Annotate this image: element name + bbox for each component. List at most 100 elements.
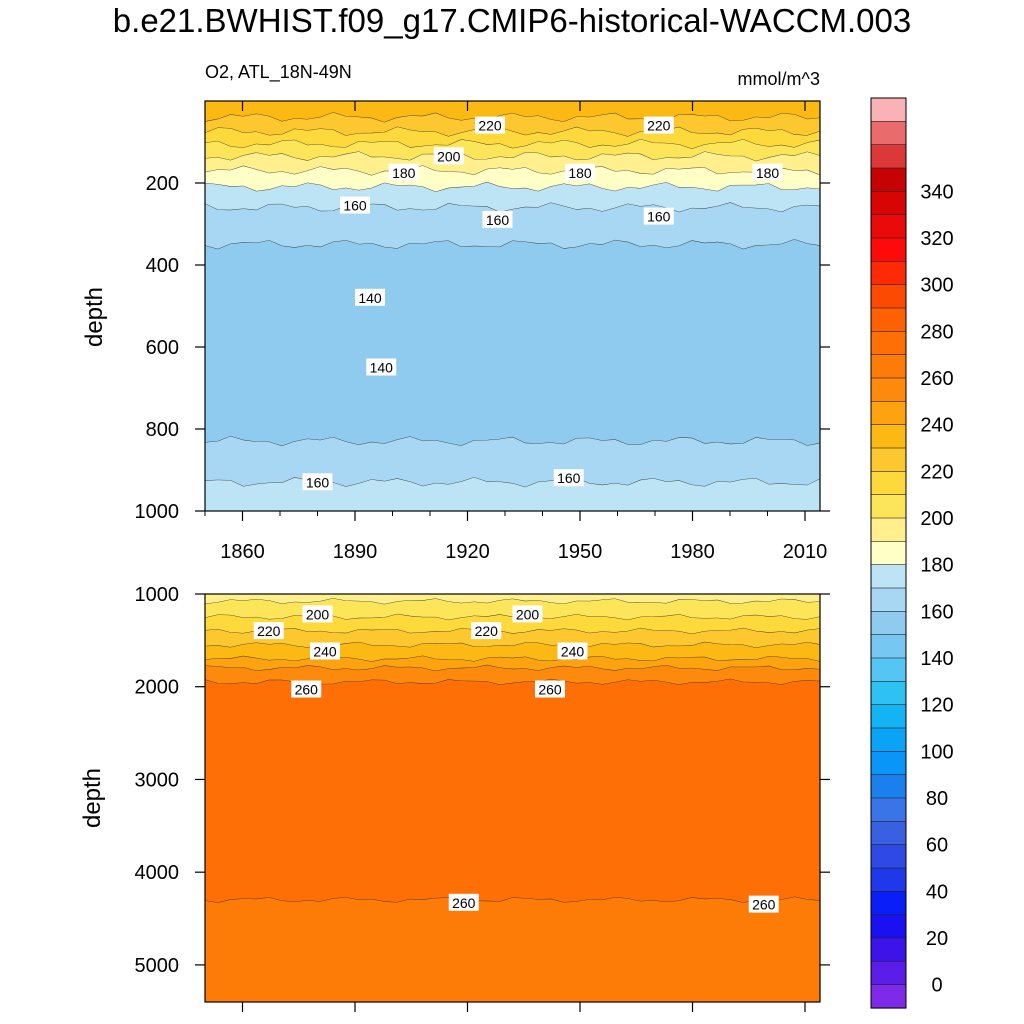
contour-label: 160: [306, 474, 330, 490]
colorbar: 0 20 40 60 80 100 120 140 160 180 200 220 240 260 280 3…: [870, 97, 954, 1009]
contour-label-box: [340, 196, 370, 214]
y-tick-label: 1000: [135, 584, 180, 606]
colorbar-label: 140: [920, 648, 953, 670]
contour-band-8: [205, 239, 820, 447]
colorbar-cell: [870, 494, 907, 519]
y-tick-label: 600: [146, 337, 179, 359]
contour-label-box: [388, 163, 419, 181]
colorbar-cell: [870, 704, 907, 729]
y-tick-label: 2000: [135, 677, 180, 699]
contour-band-3: [205, 139, 820, 162]
lower-panel: 200 200 220 220 240 240 260 260 260 260 1000 2000 30…: [135, 584, 830, 1012]
colorbar-cell: [870, 144, 907, 169]
colorbar-cell: [870, 634, 907, 659]
colorbar-cell: [870, 447, 907, 472]
colorbar-cell: [870, 984, 907, 1009]
contour-label: 220: [257, 623, 281, 639]
y-tick-label: 400: [146, 255, 179, 277]
contour-label-box: [471, 622, 502, 640]
colorbar-label: 240: [920, 415, 953, 437]
colorbar-label: 300: [920, 275, 953, 297]
x-tick-label: 1920: [445, 541, 490, 563]
colorbar-cell: [870, 867, 907, 892]
contour-label: 160: [343, 198, 367, 214]
upper-y-axis-title: depth: [81, 287, 108, 347]
contour-band-4: [205, 151, 820, 176]
colorbar-label: 100: [920, 741, 953, 763]
contour-label: 260: [452, 895, 476, 911]
colorbar-cell: [870, 657, 907, 682]
colorbar-label: 120: [920, 695, 953, 717]
contour-label-box: [302, 605, 333, 623]
colorbar-cell: [870, 121, 907, 146]
contour-label: 200: [306, 606, 330, 622]
colorbar-cell: [870, 517, 907, 542]
contour-label: 220: [478, 118, 502, 134]
contour-label: 160: [647, 209, 671, 225]
contour-label-box: [565, 163, 595, 181]
contour-label: 260: [295, 682, 319, 698]
colorbar-label: 320: [920, 228, 953, 250]
colorbar-cell: [870, 727, 907, 752]
contour-label: 200: [516, 606, 540, 622]
contour-band-5: [205, 656, 820, 672]
contour-label-box: [448, 893, 479, 911]
contour-label: 200: [437, 148, 461, 164]
contour-label: 180: [568, 165, 592, 181]
x-tick-label: 1890: [333, 541, 378, 563]
contour-band-1: [205, 112, 820, 137]
contour-band-4: [205, 642, 820, 662]
y-tick-label: 5000: [135, 955, 180, 977]
colorbar-cell: [870, 844, 907, 869]
contour-band-5: [205, 165, 820, 192]
figure-title: b.e21.BWHIST.f09_g17.CMIP6-historical-WA…: [112, 2, 912, 39]
colorbar-label: 40: [926, 881, 948, 903]
colorbar-cell: [870, 471, 907, 496]
contour-label: 180: [756, 165, 780, 181]
contour-label: 140: [358, 290, 382, 306]
contour-label: 260: [538, 682, 562, 698]
colorbar-cell: [870, 307, 907, 332]
panel-right-label: mmol/m^3: [738, 69, 820, 89]
colorbar-cell: [870, 284, 907, 309]
contour-label-box: [253, 622, 284, 640]
upper-panel: 220 220 200 180 180 180 160 160 160 140 140 160 160 1…: [135, 100, 830, 563]
colorbar-label: 80: [926, 788, 948, 810]
colorbar-label: 0: [931, 975, 942, 997]
colorbar-cell: [870, 167, 907, 192]
colorbar-label: 160: [920, 601, 953, 623]
colorbar-cell: [870, 354, 907, 379]
colorbar-label: 220: [920, 461, 953, 483]
y-tick-label: 3000: [135, 769, 180, 791]
colorbar-cell: [870, 587, 907, 612]
colorbar-cell: [870, 961, 907, 986]
colorbar-frame: [870, 97, 907, 1009]
panel-left-label: O2, ATL_18N-49N: [205, 62, 352, 83]
colorbar-label: 280: [920, 321, 953, 343]
colorbar-cell: [870, 377, 907, 402]
colorbar-label: 340: [920, 181, 953, 203]
contour-label-box: [512, 605, 543, 623]
colorbar-cell: [870, 214, 907, 239]
contour-label-box: [310, 642, 340, 660]
colorbar-label: 20: [926, 928, 948, 950]
x-tick-label: 1980: [670, 541, 715, 563]
x-tick-label: 2010: [783, 541, 828, 563]
x-tick-label: 1860: [220, 541, 265, 563]
colorbar-label: 180: [920, 555, 953, 577]
contour-label: 240: [561, 643, 585, 659]
contour-band-9: [205, 436, 820, 488]
colorbar-cell: [870, 797, 907, 822]
contour-label-box: [643, 116, 674, 134]
y-tick-label: 1000: [135, 501, 180, 523]
contour-label-box: [643, 207, 674, 225]
contour-label-box: [355, 288, 385, 306]
contour-label-box: [557, 642, 588, 660]
colorbar-cell: [870, 774, 907, 799]
contour-label: 140: [370, 360, 394, 376]
contour-label: 240: [313, 643, 337, 659]
colorbar-cell: [870, 564, 907, 589]
contour-label-box: [366, 358, 397, 376]
contour-band-8: [205, 897, 820, 1002]
contour-band-2: [205, 614, 820, 635]
